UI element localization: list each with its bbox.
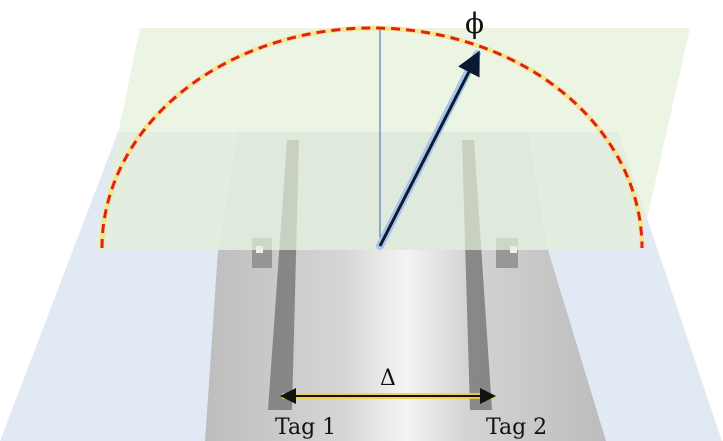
substrate-board	[205, 250, 606, 441]
tag1-label: Tag 1	[275, 415, 336, 440]
angle-label: ϕ	[465, 7, 484, 40]
direction-vector	[378, 50, 480, 247]
spacing-label: Δ	[380, 366, 396, 391]
tag2-label: Tag 2	[486, 415, 547, 440]
vertical-plane	[94, 28, 690, 250]
elevation-arc	[100, 26, 644, 249]
